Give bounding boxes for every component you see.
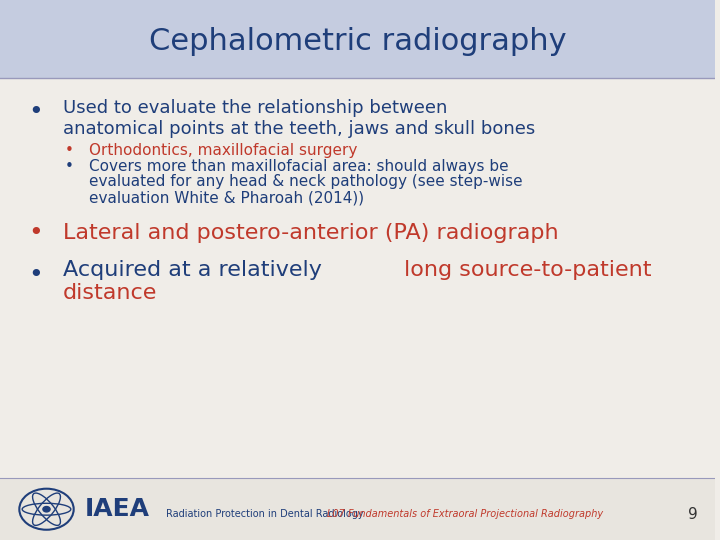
Text: •: • bbox=[29, 100, 43, 124]
FancyBboxPatch shape bbox=[0, 0, 716, 78]
Text: •: • bbox=[29, 264, 43, 287]
Text: Used to evaluate the relationship between: Used to evaluate the relationship betwee… bbox=[63, 99, 447, 117]
Circle shape bbox=[43, 507, 50, 512]
Text: evaluated for any head & neck pathology (see step-wise: evaluated for any head & neck pathology … bbox=[89, 174, 523, 190]
Text: long source-to-patient: long source-to-patient bbox=[404, 260, 652, 280]
Text: •: • bbox=[64, 159, 73, 174]
Text: Covers more than maxillofacial area: should always be: Covers more than maxillofacial area: sho… bbox=[89, 159, 509, 174]
Text: •: • bbox=[29, 221, 43, 245]
FancyBboxPatch shape bbox=[0, 478, 716, 540]
Text: Cephalometric radiography: Cephalometric radiography bbox=[149, 27, 567, 56]
Text: •: • bbox=[64, 143, 73, 158]
Text: Radiation Protection in Dental Radiology: Radiation Protection in Dental Radiology bbox=[166, 509, 364, 519]
Text: distance: distance bbox=[63, 282, 158, 303]
Text: IAEA: IAEA bbox=[84, 497, 150, 521]
Text: evaluation White & Pharoah (2014)): evaluation White & Pharoah (2014)) bbox=[89, 190, 364, 205]
Text: anatomical points at the teeth, jaws and skull bones: anatomical points at the teeth, jaws and… bbox=[63, 119, 535, 138]
Text: 9: 9 bbox=[688, 507, 698, 522]
Text: Acquired at a relatively: Acquired at a relatively bbox=[63, 260, 329, 280]
Text: L07 Fundamentals of Extraoral Projectional Radiography: L07 Fundamentals of Extraoral Projection… bbox=[327, 509, 603, 519]
Text: Orthodontics, maxillofacial surgery: Orthodontics, maxillofacial surgery bbox=[89, 143, 358, 158]
Text: Lateral and postero-anterior (PA) radiograph: Lateral and postero-anterior (PA) radiog… bbox=[63, 223, 559, 244]
